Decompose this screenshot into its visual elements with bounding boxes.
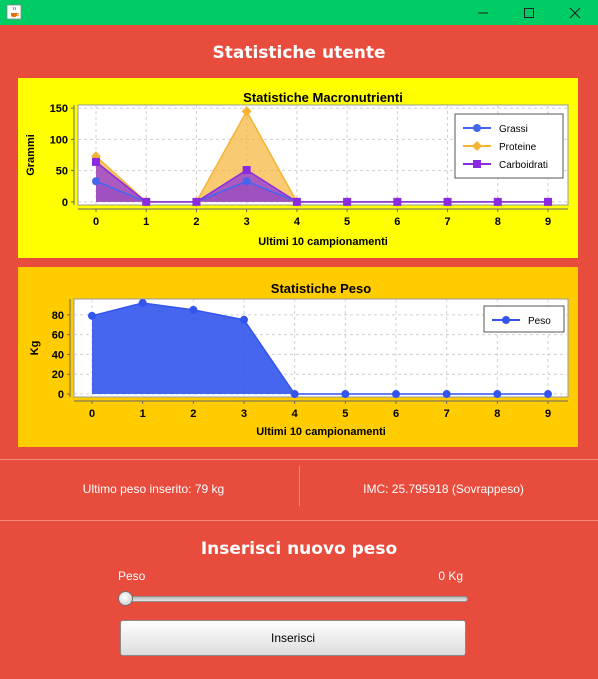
- y-tick-label: 0: [58, 389, 64, 401]
- x-tick-label: 5: [342, 408, 348, 420]
- data-point: [242, 166, 251, 174]
- maximize-icon: [524, 7, 534, 18]
- divider: [0, 459, 598, 460]
- insert-title: Inserisci nuovo peso: [200, 539, 398, 559]
- data-point: [493, 197, 502, 206]
- x-tick-label: 9: [545, 408, 551, 420]
- data-point: [242, 177, 251, 186]
- legend-marker: [472, 141, 482, 151]
- y-tick-label: 100: [50, 134, 68, 146]
- maximize-button[interactable]: [506, 0, 552, 25]
- x-tick-label: 7: [444, 408, 450, 420]
- y-tick-label: 60: [52, 330, 64, 342]
- x-tick-label: 9: [545, 216, 551, 228]
- series-area: [92, 302, 548, 395]
- macro-chart: Statistiche Macronutrienti 0 50 100 150 0 1 2 3 4…: [25, 90, 569, 248]
- page-title: Statistiche utente: [212, 43, 386, 63]
- x-tick-label: 2: [193, 216, 199, 228]
- y-tick-label: 150: [50, 103, 68, 115]
- insert-button[interactable]: Inserisci: [120, 620, 466, 656]
- data-point: [544, 390, 552, 399]
- peso-chart: Statistiche Peso 0 20 40 60 80 0 1 2 3 4 5 6 7 8 9 Ultim…: [29, 281, 569, 438]
- data-point: [493, 390, 502, 399]
- y-axis-label: Kg: [29, 341, 41, 356]
- legend-entry: Carboidrati: [499, 160, 548, 171]
- x-tick-label: 2: [190, 408, 196, 420]
- legend-entry: Peso: [528, 316, 551, 327]
- x-tick-label: 0: [89, 408, 95, 420]
- x-axis-label: Ultimi 10 campionamenti: [256, 426, 386, 438]
- data-point: [290, 390, 299, 399]
- x-tick-label: 8: [495, 216, 501, 228]
- data-point: [392, 390, 400, 399]
- data-point: [343, 197, 352, 206]
- weight-slider-track[interactable]: [120, 596, 468, 602]
- data-point: [442, 390, 451, 399]
- divider: [299, 466, 300, 506]
- y-tick-label: 40: [52, 349, 64, 361]
- java-cup-icon: [6, 4, 22, 20]
- data-point: [189, 305, 198, 314]
- x-tick-label: 5: [344, 216, 350, 228]
- x-tick-label: 1: [143, 216, 149, 228]
- data-point: [241, 106, 252, 117]
- data-point: [142, 197, 151, 206]
- data-point: [138, 298, 147, 307]
- data-point: [92, 157, 100, 166]
- data-point: [443, 197, 452, 206]
- minimize-button[interactable]: [460, 0, 506, 25]
- x-tick-label: 3: [241, 408, 247, 420]
- data-point: [341, 390, 350, 399]
- data-point: [192, 197, 201, 206]
- series-line: [95, 161, 548, 203]
- y-tick-label: 80: [52, 310, 64, 322]
- data-point: [544, 197, 552, 206]
- close-button[interactable]: [552, 0, 598, 25]
- data-point: [92, 177, 100, 186]
- legend-marker: [502, 316, 510, 324]
- x-tick-label: 6: [393, 408, 399, 420]
- x-tick-label: 4: [292, 408, 299, 420]
- legend-marker: [473, 160, 481, 168]
- slider-label: Peso: [118, 569, 146, 583]
- x-tick-label: 4: [294, 216, 301, 228]
- series-line: [91, 302, 548, 395]
- minimize-icon: [478, 12, 488, 13]
- bmi-label: IMC: 25.795918 (Sovrappeso): [363, 482, 524, 496]
- data-point: [393, 197, 402, 206]
- data-point: [88, 311, 96, 320]
- macro-chart-panel: Statistiche Macronutrienti 0 50 100 150 0 1 2 3 4…: [18, 78, 578, 258]
- window-titlebar: [0, 0, 598, 25]
- x-tick-label: 8: [494, 408, 500, 420]
- chart-title: Statistiche Macronutrienti: [243, 90, 403, 105]
- x-tick-label: 0: [93, 216, 99, 228]
- y-tick-label: 20: [52, 369, 64, 381]
- divider: [0, 520, 598, 521]
- legend-entry: Grassi: [499, 124, 528, 135]
- legend-marker: [473, 124, 481, 132]
- x-axis-label: Ultimi 10 campionamenti: [258, 236, 388, 248]
- x-tick-label: 3: [244, 216, 250, 228]
- y-tick-label: 50: [56, 166, 68, 178]
- last-weight-label: Ultimo peso inserito: 79 kg: [82, 482, 225, 496]
- x-tick-label: 6: [394, 216, 400, 228]
- close-icon: [569, 7, 581, 18]
- chart-title: Statistiche Peso: [271, 281, 371, 296]
- data-point: [292, 197, 301, 206]
- weight-slider-thumb[interactable]: [118, 591, 133, 606]
- peso-chart-panel: Statistiche Peso 0 20 40 60 80 0 1 2 3 4 5 6 7 8 9 Ultim…: [18, 267, 578, 447]
- slider-value: 0 Kg: [438, 569, 463, 583]
- x-tick-label: 7: [444, 216, 450, 228]
- y-tick-label: 0: [62, 197, 68, 209]
- y-axis-label: Grammi: [25, 134, 37, 176]
- data-point: [240, 315, 248, 324]
- legend-entry: Proteine: [499, 142, 537, 153]
- x-tick-label: 1: [140, 408, 146, 420]
